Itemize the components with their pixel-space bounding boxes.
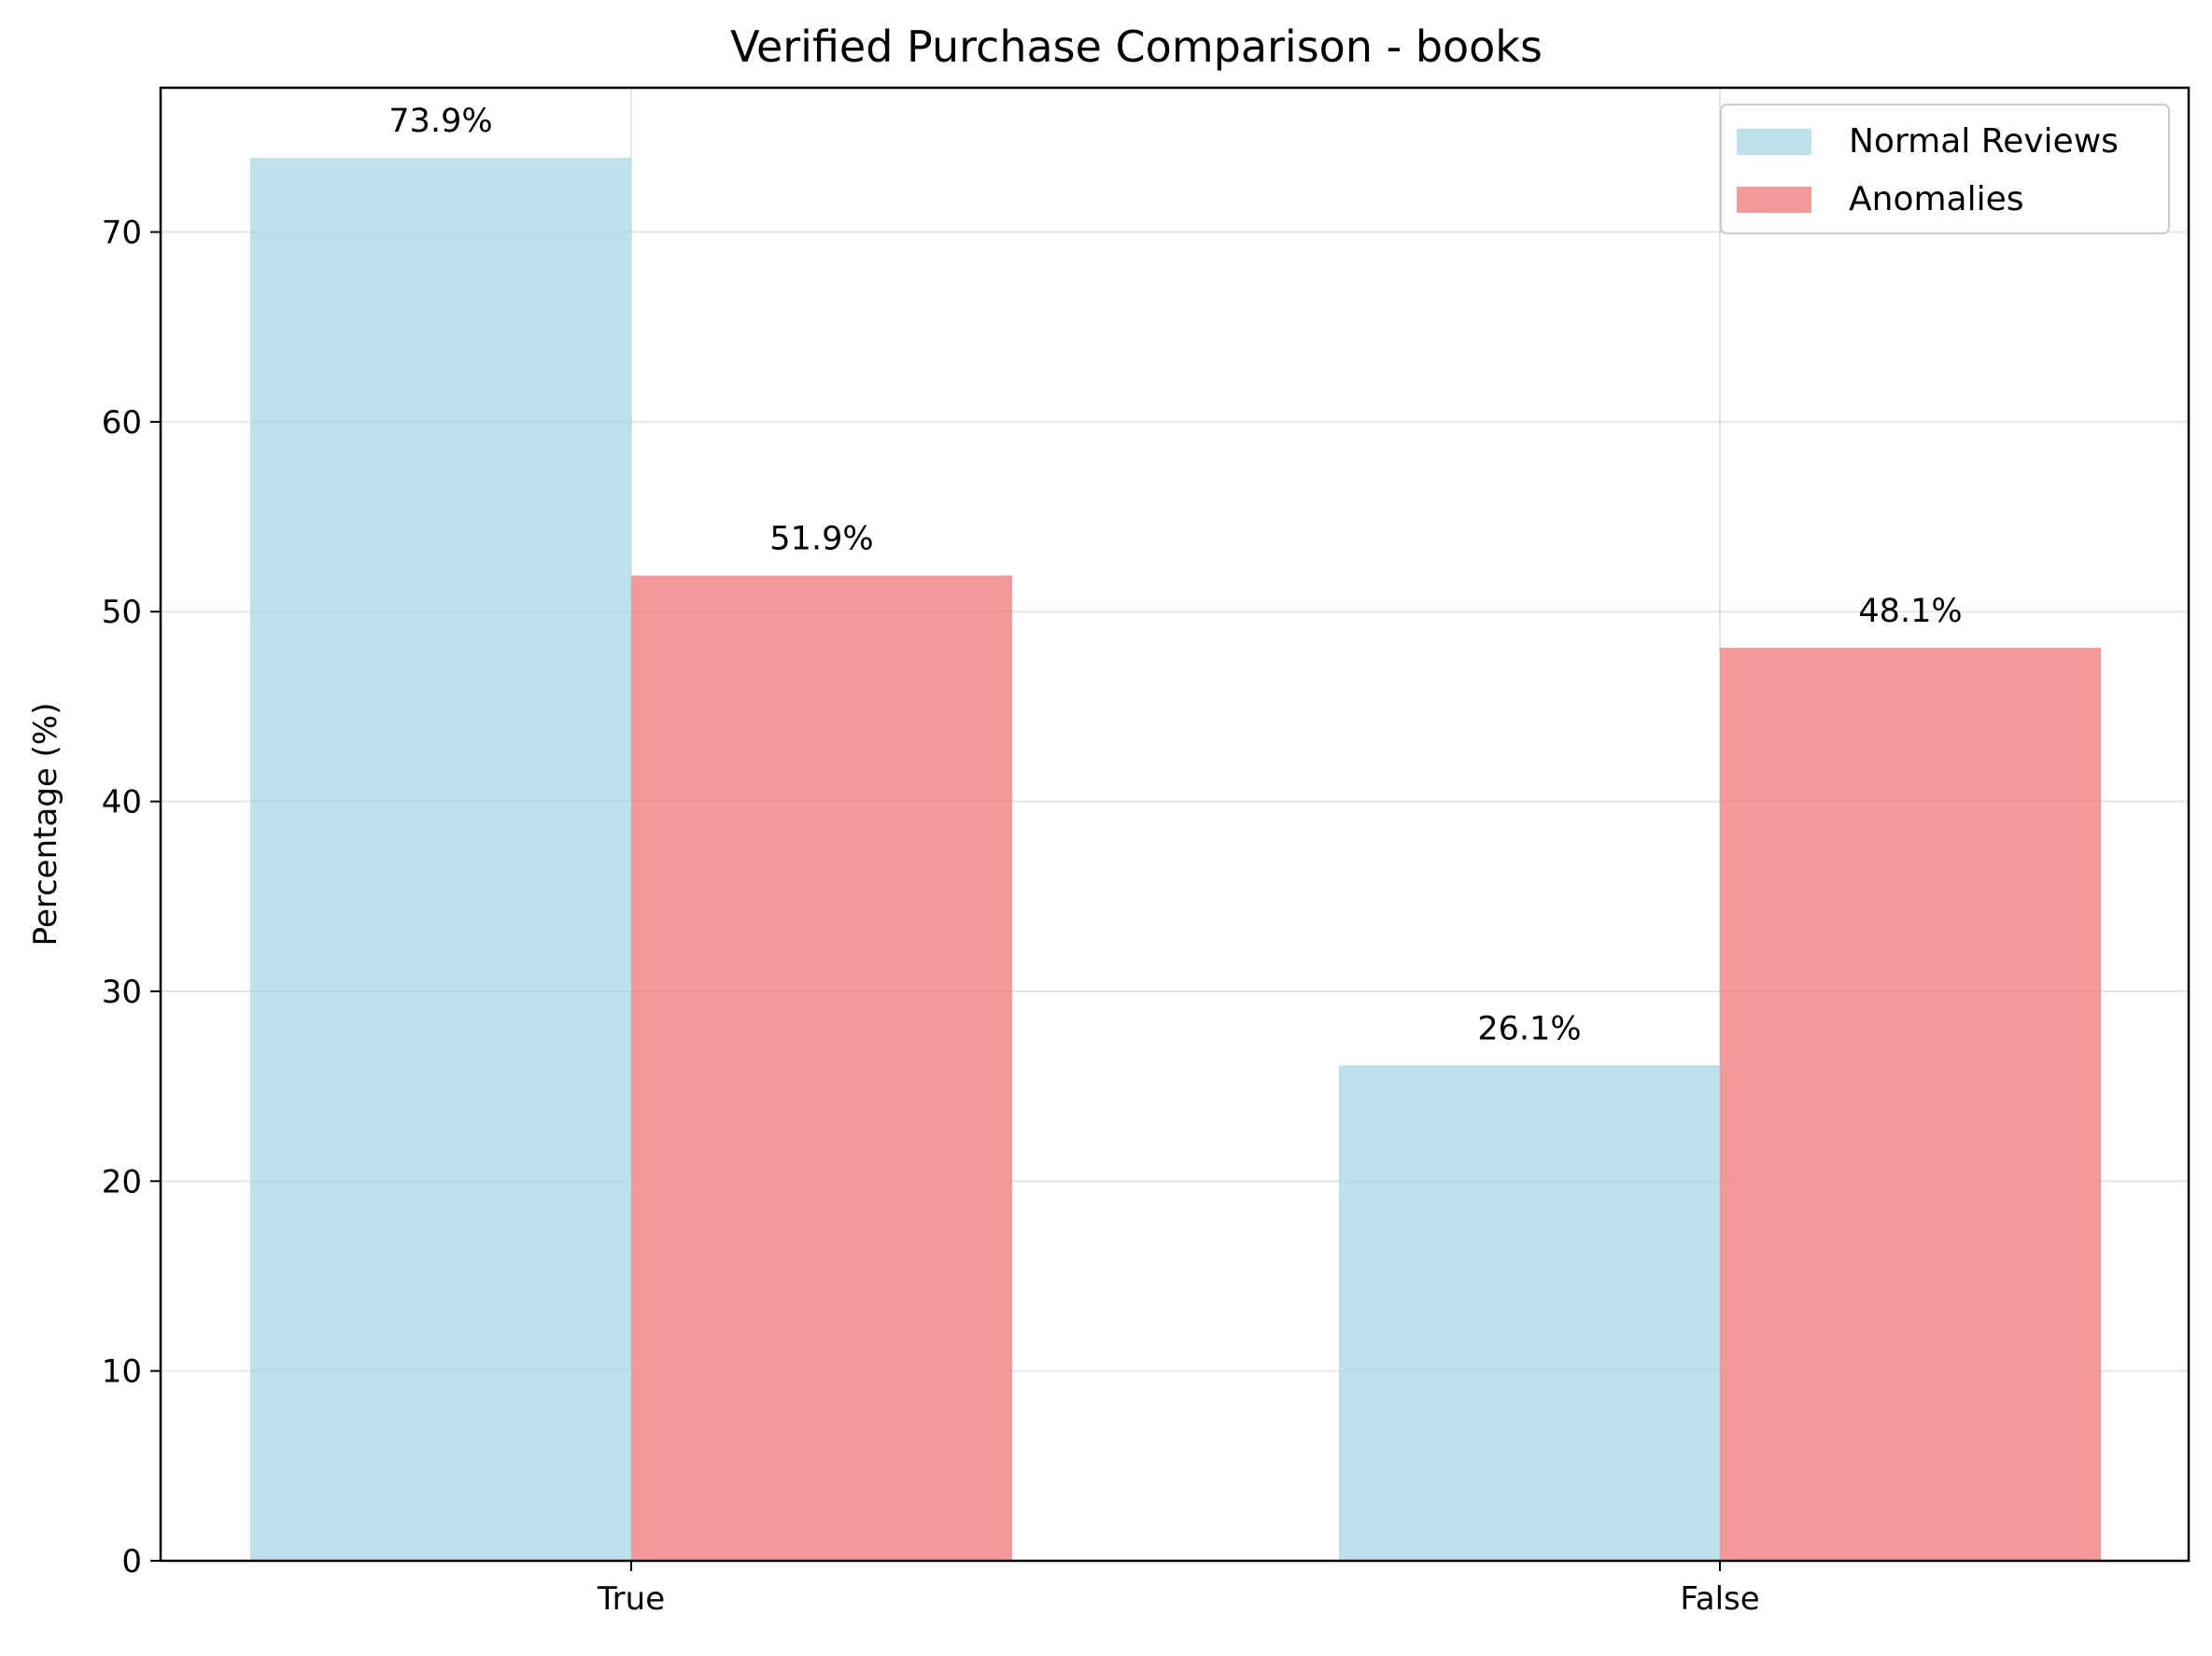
bar-value-label: 48.1% [1858, 593, 1962, 630]
y-tick-label: 10 [102, 1354, 142, 1391]
chart-title: Verified Purchase Comparison - books [730, 21, 1543, 72]
y-tick-label: 50 [102, 594, 142, 631]
y-tick-label: 60 [102, 404, 142, 442]
y-tick-label: 20 [102, 1163, 142, 1200]
x-axis: True False [597, 1561, 1760, 1618]
y-tick-label: 70 [102, 215, 142, 252]
legend-swatch [1737, 129, 1811, 155]
legend-frame [1720, 104, 2170, 234]
y-axis: 0 10 20 30 40 50 60 70 [102, 215, 161, 1580]
bar [631, 575, 1012, 1561]
legend: Normal Reviews Anomalies [1720, 104, 2170, 234]
legend-label: Anomalies [1849, 180, 2024, 218]
bar-value-label: 51.9% [769, 521, 873, 558]
bar [250, 158, 631, 1561]
bar [1720, 647, 2101, 1561]
plot-area-frame [159, 86, 2191, 1563]
y-tick-label: 30 [102, 974, 142, 1011]
bar [1339, 1065, 1720, 1561]
x-tick-label: False [1680, 1580, 1759, 1618]
bar-value-label: 73.9% [388, 103, 492, 140]
y-tick-label: 40 [102, 784, 142, 821]
legend-swatch [1737, 187, 1811, 213]
legend-label: Normal Reviews [1849, 122, 2119, 161]
x-tick-label: True [597, 1580, 665, 1618]
bars [250, 158, 2101, 1561]
y-axis-label: Percentage (%) [27, 703, 64, 947]
data-labels: 73.9% 26.1% 51.9% 48.1% [388, 103, 1962, 1047]
y-tick-label: 0 [121, 1543, 142, 1580]
bar-value-label: 26.1% [1477, 1010, 1581, 1047]
